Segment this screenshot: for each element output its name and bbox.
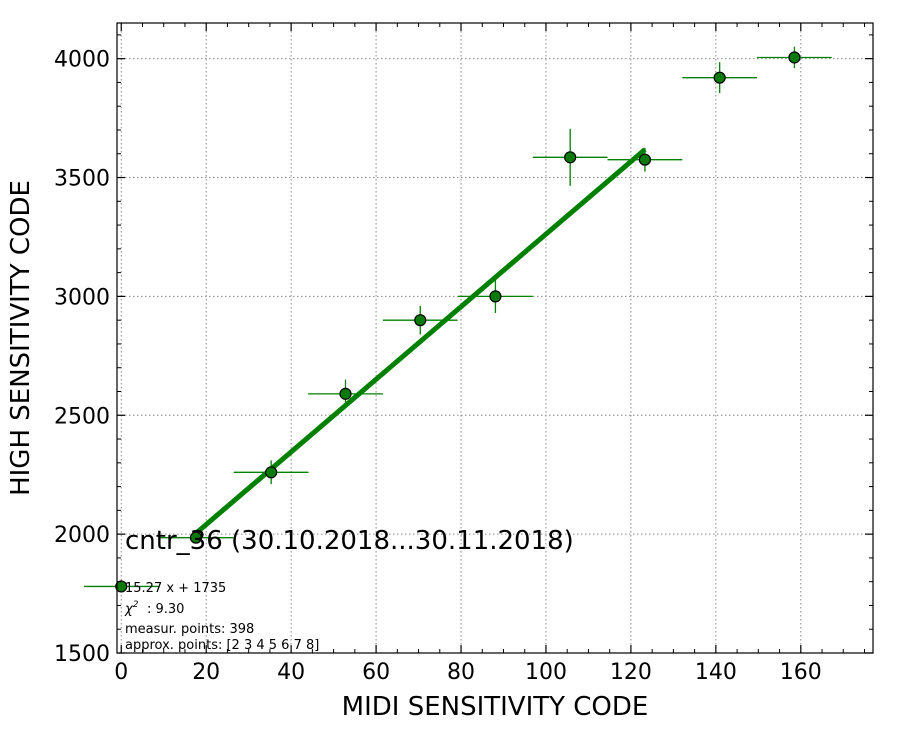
chi-square-label: χ2 : 9.30 [124,600,184,617]
data-point [189,531,203,544]
x-tick-label: 60 [362,660,390,685]
x-tick-label: 0 [114,660,128,685]
x-tick-label: 160 [780,660,822,685]
chi-symbol: χ2 [124,600,139,617]
data-point [265,466,278,479]
data-layer [83,46,832,593]
grid-lines [117,23,873,654]
data-point [414,314,427,327]
data-point [638,153,652,166]
x-axis-title: MIDI SENSITIVITY CODE [342,692,649,722]
y-tick-label: 3000 [54,285,110,310]
y-tick-label: 1500 [54,642,110,667]
fit-line [194,147,647,536]
data-point [564,151,577,164]
y-axis-title: HIGH SENSITIVITY CODE [6,180,36,496]
measured-points-label: measur. points: 398 [125,622,254,637]
data-point [713,71,726,84]
x-tick-label: 40 [277,660,305,685]
data-point [339,387,352,400]
axis-ticks: 0 20 40 60 80 100 120 140 160 1500 2000 2500 3000 350… [54,23,873,685]
fit-equation-label: 15.27 x + 1735 [125,581,226,596]
y-tick-label: 2000 [54,523,110,548]
x-tick-label: 20 [192,660,220,685]
chart-title: cntr_36 (30.10.2018...30.11.2018) [125,526,574,556]
y-tick-label: 3500 [54,167,110,192]
x-tick-label: 100 [525,660,567,685]
data-point [115,580,128,593]
x-tick-label: 140 [695,660,737,685]
y-tick-label: 4000 [54,48,110,73]
y-tick-label: 2500 [54,404,110,429]
data-point [788,51,801,64]
data-point [489,290,502,303]
plot-frame [116,22,874,654]
approx-points-label: approx. points: [2 3 4 5 6 7 8] [125,638,319,653]
x-tick-label: 80 [447,660,475,685]
chi-square-value: : 9.30 [147,602,184,617]
x-tick-label: 120 [610,660,652,685]
